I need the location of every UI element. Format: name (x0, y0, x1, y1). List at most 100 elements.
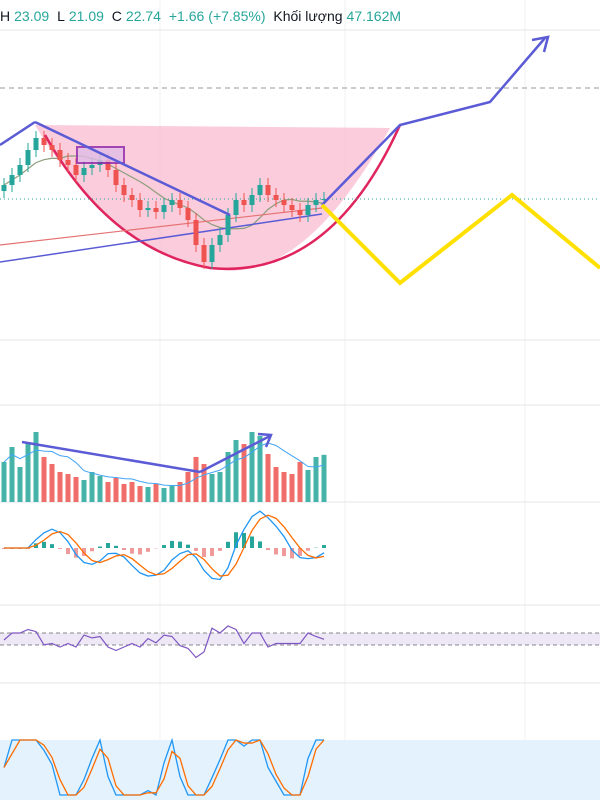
low-label: L (57, 8, 65, 24)
macd-histogram-bar (298, 548, 302, 556)
volume-bar (217, 472, 223, 502)
macd-histogram-bar (282, 548, 286, 557)
macd-histogram-bar (138, 548, 142, 555)
macd-histogram-bar (74, 548, 78, 558)
macd-histogram-bar (250, 536, 254, 548)
volume-bar (161, 488, 167, 502)
volume-bar (305, 470, 311, 502)
rsi-band (0, 633, 600, 645)
candle-body (65, 160, 71, 165)
candle-body (105, 160, 111, 170)
volume-bar (297, 462, 303, 502)
volume-bar (41, 457, 47, 502)
volume-rise-line (199, 434, 271, 474)
candle-body (25, 150, 31, 165)
candle-body (273, 195, 279, 200)
macd-histogram-bar (186, 544, 190, 548)
change-percent: (+7.85%) (208, 8, 266, 24)
high-value: 23.09 (14, 8, 50, 24)
candle-body (233, 200, 239, 215)
candle-body (33, 138, 39, 150)
volume-bar (33, 432, 39, 502)
candle-body (209, 245, 215, 262)
candle-body (249, 195, 255, 205)
candle-body (89, 165, 95, 168)
volume-divergence-line (21, 440, 201, 474)
macd-histogram-bar (106, 543, 110, 548)
macd-histogram-bar (306, 548, 310, 551)
rsi-line (3, 625, 325, 659)
macd-histogram-bar (290, 548, 294, 559)
volume-bar (9, 447, 15, 502)
macd-histogram-bar (258, 541, 262, 548)
volume-bar (57, 472, 63, 502)
volume-bar (89, 472, 95, 502)
candle-body (193, 220, 199, 245)
volume-bar (121, 484, 127, 502)
volume-bar (241, 444, 247, 502)
volume-bar (201, 464, 207, 502)
candle-body (73, 165, 79, 175)
volume-bar (97, 476, 103, 502)
candle-body (161, 205, 167, 212)
candle-body (121, 185, 127, 195)
high-label: H (0, 8, 11, 24)
macd-histogram-bar (242, 532, 246, 548)
volume-bar (313, 457, 319, 502)
volume-bar (225, 452, 231, 502)
volume-bar (273, 467, 279, 502)
macd-histogram-bar (178, 541, 182, 548)
volume-bar (289, 474, 295, 502)
macd-histogram-bar (322, 545, 326, 548)
candle-body (297, 210, 303, 215)
macd-histogram-bar (122, 548, 126, 551)
candle-body (129, 195, 135, 200)
candle-body (241, 200, 247, 205)
candle-body (81, 168, 87, 175)
macd-histogram-bar (194, 548, 198, 551)
volume-bar (113, 478, 119, 502)
candle-body (305, 205, 311, 215)
macd-histogram-bar (42, 541, 46, 548)
volume-value: 47.162M (346, 8, 402, 24)
downtrend-line (34, 120, 231, 217)
candle-body (17, 165, 23, 175)
candle-body (313, 200, 319, 205)
volume-bar (105, 482, 111, 502)
volume-bar (129, 482, 135, 502)
volume-bar (321, 454, 327, 502)
volume-bar (265, 454, 271, 502)
macd-histogram-bar (210, 548, 214, 557)
close-value: 22.74 (125, 8, 161, 24)
volume-bar (137, 486, 143, 502)
candle-body (281, 200, 287, 205)
uptrend-line (0, 120, 36, 147)
ma-long-red (0, 207, 323, 246)
signal-line (4, 514, 325, 577)
macd-histogram-bar (226, 541, 230, 548)
macd-histogram-bar (274, 548, 278, 555)
volume-bar (249, 432, 255, 502)
candle-body (145, 208, 151, 210)
macd-histogram-bar (202, 548, 206, 558)
candle-body (265, 185, 271, 195)
close-label: C (111, 8, 122, 24)
macd-histogram-bar (66, 548, 70, 554)
volume-bar (193, 457, 199, 502)
candle-body (9, 175, 15, 185)
macd-histogram-bar (170, 540, 174, 548)
volume-bar (153, 484, 159, 502)
change-value: +1.66 (168, 8, 205, 24)
macd-histogram-bar (162, 545, 166, 548)
candle-body (113, 170, 119, 185)
volume-bar (65, 474, 71, 502)
macd-histogram-bar (234, 532, 238, 548)
volume-bar (281, 472, 287, 502)
macd-histogram-bar (50, 544, 54, 548)
volume-bar (233, 440, 239, 502)
macd-histogram-bar (98, 546, 102, 548)
candle-body (225, 215, 231, 235)
bullish-projection (321, 37, 546, 206)
macd-histogram-bar (218, 548, 222, 551)
